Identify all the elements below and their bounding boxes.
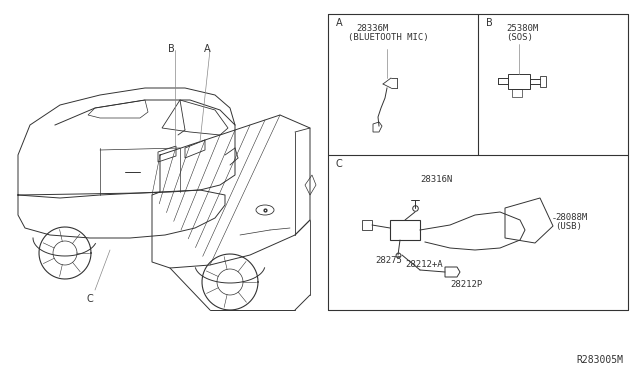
Text: 28088M: 28088M: [555, 213, 588, 222]
Bar: [390, 220, 420, 240]
Text: 25380M: 25380M: [506, 24, 538, 33]
Text: R283005M: R283005M: [576, 355, 623, 365]
Text: A: A: [336, 18, 342, 28]
Bar: [540, 76, 546, 87]
Text: 28212P: 28212P: [450, 280, 483, 289]
Text: B: B: [486, 18, 493, 28]
Text: 28336M: 28336M: [356, 24, 388, 33]
Text: B: B: [168, 44, 174, 54]
Text: (BLUETOOTH MIC): (BLUETOOTH MIC): [348, 33, 429, 42]
Bar: [362, 220, 372, 230]
Bar: [512, 89, 522, 97]
Bar: [508, 74, 530, 89]
Text: (SOS): (SOS): [506, 33, 533, 42]
Text: C: C: [336, 159, 343, 169]
Text: 28316N: 28316N: [420, 175, 452, 184]
Text: (USB): (USB): [555, 222, 582, 231]
Text: A: A: [204, 44, 211, 54]
Text: 28212+A: 28212+A: [405, 260, 443, 269]
Text: 28275: 28275: [375, 256, 402, 265]
Text: C: C: [86, 294, 93, 304]
